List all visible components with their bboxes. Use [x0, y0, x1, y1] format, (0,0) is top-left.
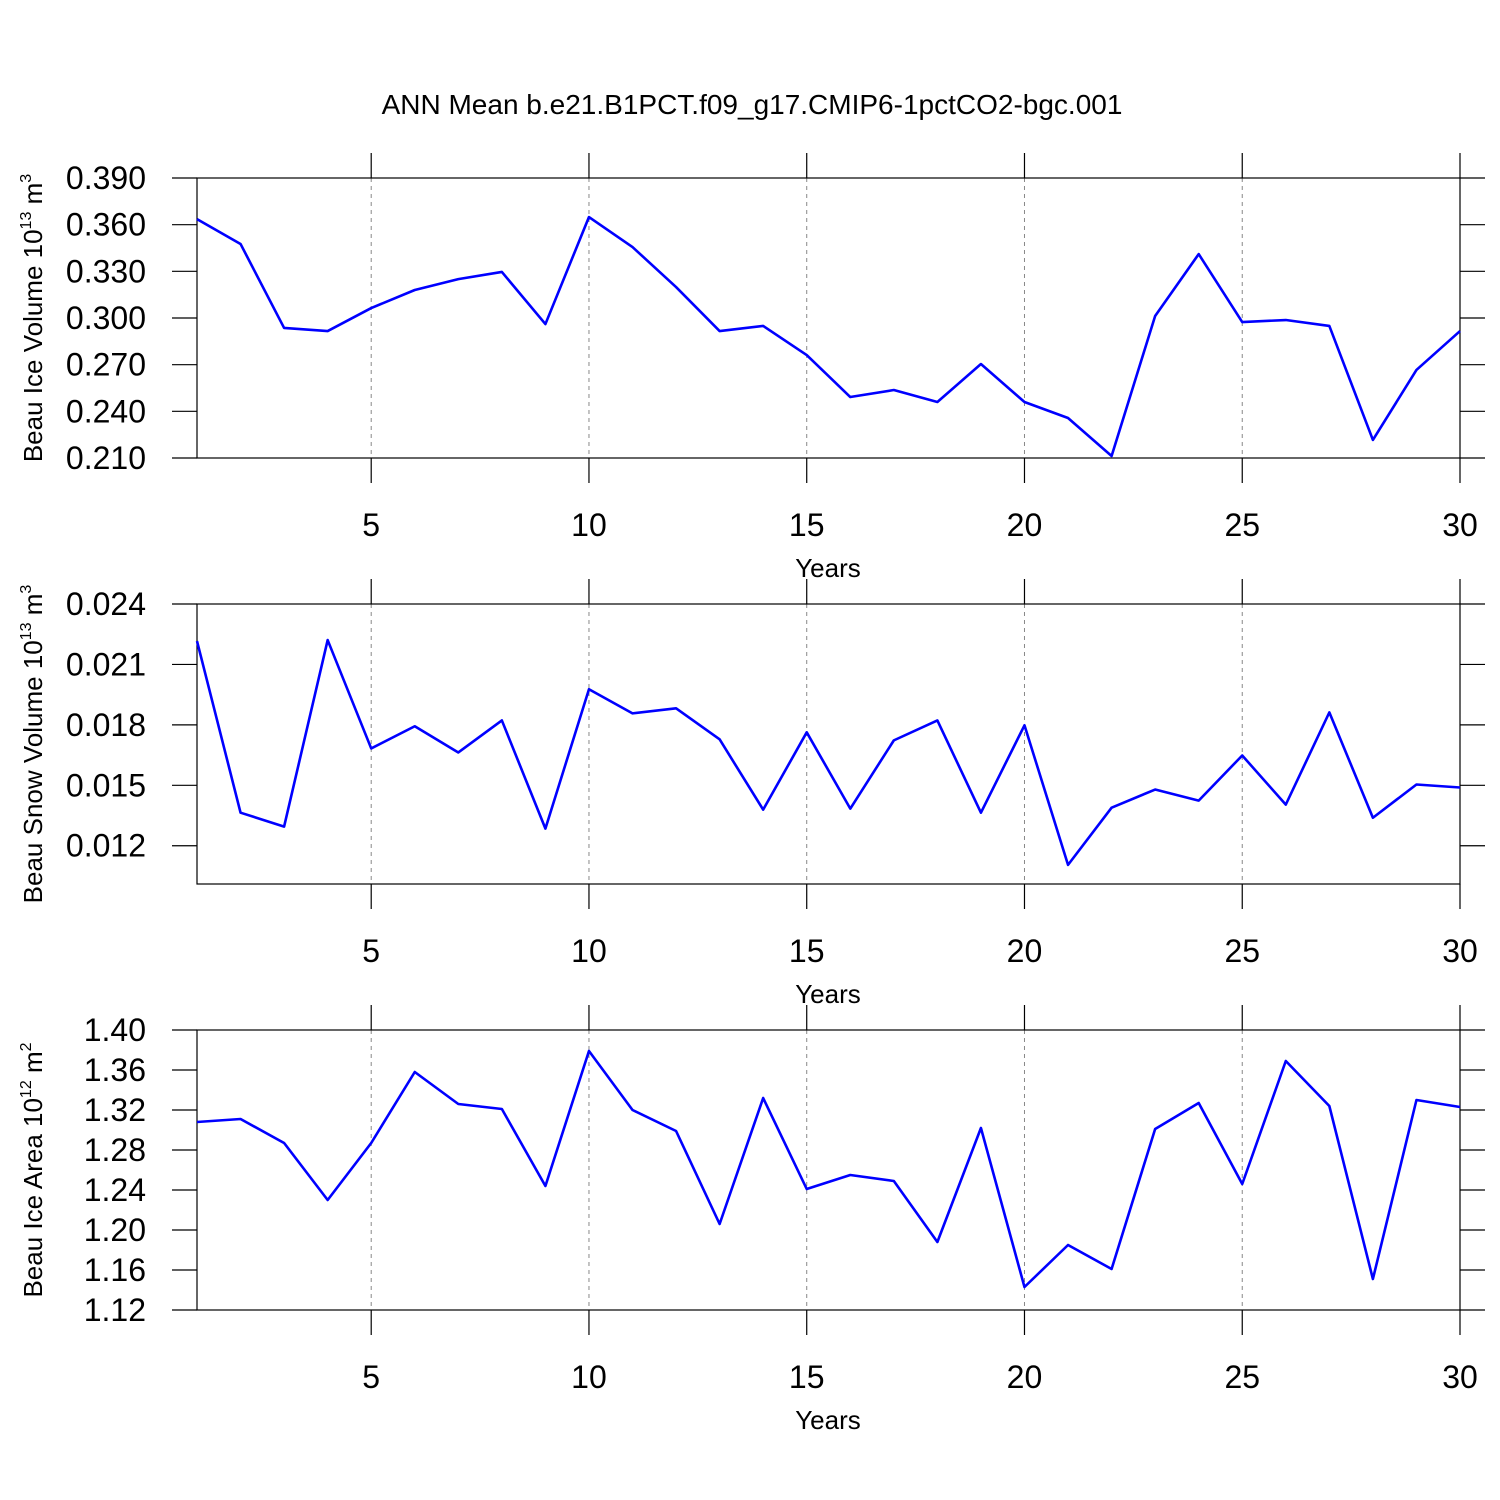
x-tick-label: 25 [1224, 933, 1260, 969]
x-tick-label: 15 [789, 1359, 825, 1395]
x-tick-label: 10 [571, 933, 607, 969]
y-axis-label-exponent: 12 [18, 1080, 35, 1098]
x-tick-label: 25 [1224, 1359, 1260, 1395]
x-tick-label: 20 [1007, 1359, 1043, 1395]
x-tick-label: 10 [571, 1359, 607, 1395]
y-axis-label-exponent: 13 [18, 212, 35, 230]
y-axis-label-exponent: 3 [18, 585, 35, 594]
y-tick-label: 0.270 [66, 347, 146, 383]
y-tick-label: 0.012 [66, 828, 146, 864]
x-tick-label: 20 [1007, 507, 1043, 543]
y-tick-label: 0.240 [66, 393, 146, 429]
x-tick-label: 30 [1442, 933, 1478, 969]
y-axis-label-exponent: 2 [18, 1042, 35, 1051]
y-tick-label: 1.24 [84, 1172, 146, 1208]
y-tick-label: 0.015 [66, 767, 146, 803]
y-axis-label-part: Beau Snow Volume 10 [18, 640, 48, 903]
y-axis-label-part: m [18, 1051, 48, 1080]
y-tick-label: 0.330 [66, 253, 146, 289]
y-tick-label: 1.12 [84, 1292, 146, 1328]
y-tick-label: 1.28 [84, 1132, 146, 1168]
y-tick-label: 0.210 [66, 440, 146, 476]
y-axis-label-part: m [18, 183, 48, 212]
figure-title: ANN Mean b.e21.B1PCT.f09_g17.CMIP6-1pctC… [382, 89, 1123, 120]
x-tick-label: 30 [1442, 1359, 1478, 1395]
y-tick-label: 0.300 [66, 300, 146, 336]
y-axis-label-part: Beau Ice Volume 10 [18, 229, 48, 462]
y-tick-label: 0.021 [66, 646, 146, 682]
y-tick-label: 1.40 [84, 1012, 146, 1048]
x-tick-label: 10 [571, 507, 607, 543]
y-axis-label-part: m [18, 594, 48, 623]
y-tick-label: 0.024 [66, 586, 146, 622]
x-tick-label: 5 [362, 507, 380, 543]
plot-frame [196, 1029, 1461, 1311]
x-tick-label: 5 [362, 933, 380, 969]
x-tick-label: 20 [1007, 933, 1043, 969]
data-line [196, 1049, 1461, 1289]
plot-frame [196, 603, 1461, 885]
y-axis-label-exponent: 13 [18, 622, 35, 640]
y-tick-label: 0.360 [66, 207, 146, 243]
x-tick-label: 15 [789, 933, 825, 969]
y-axis-label: Beau Ice Volume 1013 m3 [18, 174, 48, 462]
plot-frame [196, 177, 1461, 459]
y-axis-label: Beau Ice Area 1012 m2 [18, 1042, 48, 1297]
y-tick-label: 1.32 [84, 1092, 146, 1128]
x-tick-label: 30 [1442, 507, 1478, 543]
x-axis-label: Years [795, 553, 861, 583]
x-tick-label: 25 [1224, 507, 1260, 543]
y-tick-label: 0.018 [66, 707, 146, 743]
x-axis-label: Years [795, 1405, 861, 1435]
y-tick-label: 1.36 [84, 1052, 146, 1088]
data-line [196, 215, 1461, 458]
y-axis-label-exponent: 3 [18, 174, 35, 183]
x-tick-label: 5 [362, 1359, 380, 1395]
x-axis-label: Years [795, 979, 861, 1009]
y-axis-label: Beau Snow Volume 1013 m3 [18, 585, 48, 904]
data-line [195, 638, 1461, 867]
x-tick-label: 15 [789, 507, 825, 543]
y-tick-label: 1.16 [84, 1252, 146, 1288]
y-axis-label-part: Beau Ice Area 10 [18, 1098, 48, 1297]
y-tick-label: 0.390 [66, 160, 146, 196]
y-tick-label: 1.20 [84, 1212, 146, 1248]
